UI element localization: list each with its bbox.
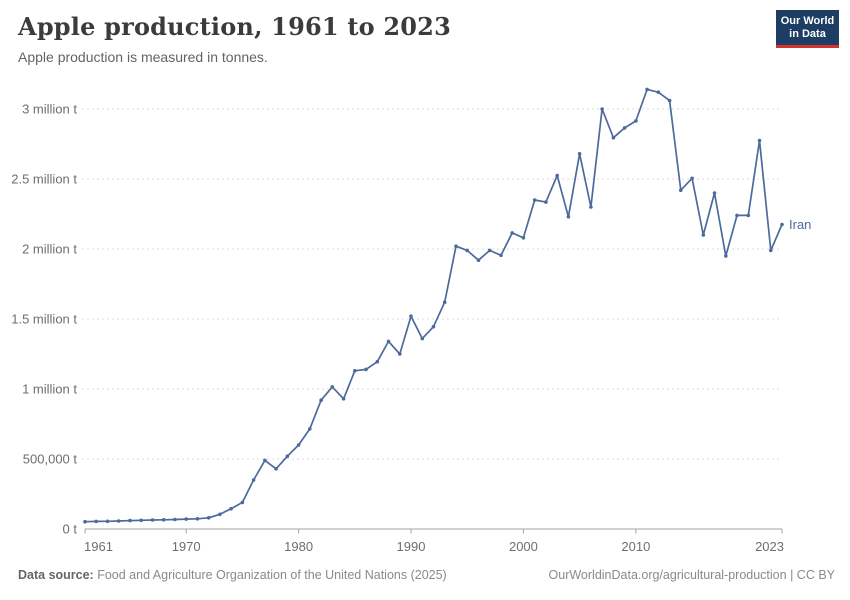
- data-point-2014[interactable]: [679, 188, 683, 192]
- chart-footer: Data source: Food and Agriculture Organi…: [18, 568, 835, 582]
- data-point-1979[interactable]: [285, 454, 290, 459]
- license-link[interactable]: CC BY: [796, 568, 835, 582]
- data-point-2021[interactable]: [757, 138, 762, 143]
- data-point-2000[interactable]: [521, 236, 526, 240]
- data-point-1966[interactable]: [139, 518, 143, 523]
- data-point-2013[interactable]: [667, 98, 672, 103]
- line-series-iran[interactable]: [84, 88, 783, 523]
- footer-separator: |: [786, 568, 797, 582]
- owid-logo-line1: Our World: [780, 14, 835, 27]
- data-point-1982[interactable]: [319, 398, 323, 403]
- data-point-1965[interactable]: [128, 518, 132, 523]
- data-point-1987[interactable]: [375, 359, 380, 364]
- x-tick-label: 1980: [284, 539, 313, 554]
- data-point-1986[interactable]: [364, 367, 368, 372]
- data-point-1998[interactable]: [499, 253, 503, 258]
- data-source-text: Food and Agriculture Organization of the…: [93, 568, 447, 582]
- data-point-2009[interactable]: [622, 126, 627, 130]
- data-point-1974[interactable]: [229, 506, 233, 511]
- data-point-1991[interactable]: [420, 336, 425, 341]
- data-point-2008[interactable]: [611, 135, 616, 140]
- page-title: Apple production, 1961 to 2023: [18, 12, 451, 41]
- x-tick-label: 1961: [84, 539, 113, 554]
- data-point-1976[interactable]: [251, 478, 256, 482]
- x-tick-label: 2000: [509, 539, 538, 554]
- y-tick-label: 0 t: [63, 522, 78, 537]
- x-tick-label: 2023: [755, 539, 784, 554]
- data-point-1980[interactable]: [296, 443, 301, 447]
- data-point-2007[interactable]: [600, 107, 604, 111]
- data-point-1969[interactable]: [173, 517, 177, 522]
- y-tick-label: 500,000 t: [23, 452, 78, 467]
- data-point-1983[interactable]: [330, 385, 335, 389]
- data-point-2012[interactable]: [656, 90, 661, 94]
- owid-logo-line2: in Data: [789, 27, 826, 40]
- data-point-1996[interactable]: [476, 258, 481, 263]
- data-point-1988[interactable]: [386, 339, 391, 344]
- data-point-1962[interactable]: [94, 519, 98, 524]
- data-point-1993[interactable]: [442, 300, 447, 305]
- data-point-1994[interactable]: [454, 244, 458, 248]
- data-point-1999[interactable]: [510, 231, 514, 235]
- data-point-2010[interactable]: [634, 119, 638, 123]
- data-point-1972[interactable]: [206, 516, 211, 520]
- data-point-2011[interactable]: [645, 87, 649, 92]
- data-point-1964[interactable]: [116, 519, 121, 523]
- data-point-1992[interactable]: [431, 324, 436, 329]
- data-point-2023[interactable]: [780, 222, 784, 227]
- y-tick-label: 2.5 million t: [11, 172, 77, 187]
- data-point-1997[interactable]: [487, 248, 492, 253]
- data-point-1971[interactable]: [195, 517, 200, 521]
- data-point-2006[interactable]: [589, 205, 593, 209]
- data-point-2017[interactable]: [712, 191, 717, 195]
- x-tick-label: 1990: [397, 539, 426, 554]
- owid-url-link[interactable]: OurWorldinData.org/agricultural-producti…: [548, 568, 787, 582]
- data-point-1963[interactable]: [105, 519, 110, 524]
- series-label-iran[interactable]: Iran: [789, 217, 811, 232]
- data-point-2018[interactable]: [724, 254, 728, 258]
- data-point-1990[interactable]: [409, 314, 413, 319]
- data-point-1978[interactable]: [274, 467, 278, 471]
- data-source-label: Data source:: [18, 568, 94, 582]
- y-tick-label: 1.5 million t: [11, 312, 77, 327]
- owid-logo[interactable]: Our World in Data: [776, 10, 839, 48]
- data-point-2015[interactable]: [690, 176, 694, 181]
- y-tick-label: 2 million t: [22, 242, 77, 257]
- footer-links: OurWorldinData.org/agricultural-producti…: [549, 568, 835, 582]
- data-point-2003[interactable]: [555, 173, 559, 178]
- data-point-2020[interactable]: [746, 213, 751, 218]
- data-point-1970[interactable]: [184, 517, 188, 521]
- x-tick-label: 1970: [172, 539, 201, 554]
- data-point-1984[interactable]: [341, 397, 346, 401]
- chart-subtitle: Apple production is measured in tonnes.: [18, 49, 268, 65]
- data-point-1977[interactable]: [263, 458, 267, 463]
- data-point-2002[interactable]: [544, 200, 548, 204]
- data-point-2022[interactable]: [769, 248, 773, 253]
- data-point-1995[interactable]: [465, 248, 470, 253]
- data-point-2016[interactable]: [701, 233, 706, 237]
- data-point-2005[interactable]: [577, 152, 582, 156]
- data-point-2019[interactable]: [735, 213, 739, 218]
- data-source-note: Data source: Food and Agriculture Organi…: [18, 568, 447, 582]
- x-tick-label: 2010: [621, 539, 650, 554]
- data-point-1975[interactable]: [240, 500, 245, 505]
- data-point-1968[interactable]: [161, 518, 166, 522]
- data-point-1985[interactable]: [353, 369, 357, 373]
- data-point-1989[interactable]: [398, 352, 402, 356]
- data-point-2001[interactable]: [532, 198, 537, 202]
- data-point-1981[interactable]: [308, 427, 312, 431]
- data-point-2004[interactable]: [566, 215, 571, 219]
- data-point-1961[interactable]: [83, 519, 87, 524]
- data-point-1973[interactable]: [218, 512, 222, 517]
- y-tick-label: 3 million t: [22, 102, 77, 117]
- data-point-1967[interactable]: [150, 518, 155, 522]
- y-tick-label: 1 million t: [22, 382, 77, 397]
